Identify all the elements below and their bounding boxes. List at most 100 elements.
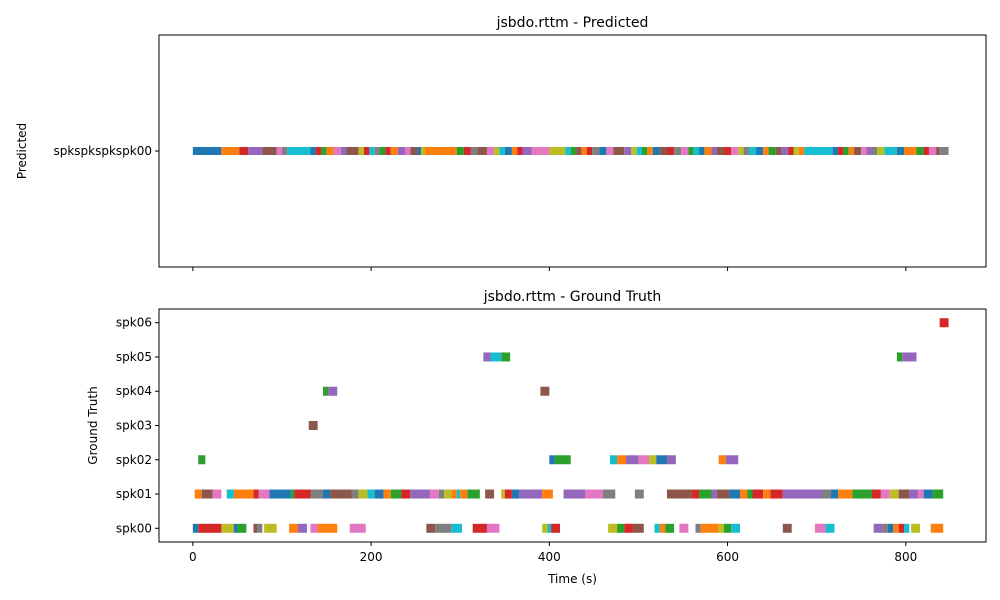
segment-spk01-46 bbox=[194, 489, 202, 499]
segment-spk01-84 bbox=[666, 489, 692, 499]
segment-spk00-36 bbox=[814, 523, 826, 533]
segment-spk00-26 bbox=[654, 523, 660, 533]
y-tick-label: spk03 bbox=[116, 419, 152, 433]
segment-spk01-99 bbox=[852, 489, 872, 499]
segment-spk00-42 bbox=[898, 523, 905, 533]
segment-spkspkspkspk00-74 bbox=[775, 147, 782, 155]
segment-spk05-124 bbox=[483, 352, 491, 362]
segment-spkspkspkspk00-46 bbox=[592, 147, 600, 155]
segment-spk00-43 bbox=[904, 523, 910, 533]
segment-spk02-117 bbox=[666, 455, 676, 465]
segment-spk02-113 bbox=[625, 455, 639, 465]
segment-spk00-20 bbox=[547, 523, 552, 533]
segment-spk05-127 bbox=[896, 352, 903, 362]
segment-spkspkspkspk00-15 bbox=[358, 147, 364, 155]
segment-spkspkspkspk00-57 bbox=[666, 147, 675, 155]
x-tick-label: 200 bbox=[360, 550, 383, 564]
segment-spk01-92 bbox=[752, 489, 764, 499]
segment-spkspkspkspk00-87 bbox=[871, 147, 878, 155]
segment-spk01-68 bbox=[438, 489, 445, 499]
segment-spkspkspkspk00-72 bbox=[763, 147, 769, 155]
segment-spk01-107 bbox=[932, 489, 944, 499]
ground-truth-panel: spk00 spk01 spk02 spk03 spk04 spk05 spk06 0 200… bbox=[86, 289, 987, 586]
segment-spk01-59 bbox=[351, 489, 359, 499]
segment-spkspkspkspk00-68 bbox=[738, 147, 744, 155]
segment-spkspkspkspk00-94 bbox=[928, 147, 937, 155]
segment-spk01-87 bbox=[711, 489, 717, 499]
segment-spk00-28 bbox=[665, 523, 675, 533]
segment-spk00-14 bbox=[426, 523, 436, 533]
segment-spk01-103 bbox=[898, 489, 910, 499]
segment-spk01-101 bbox=[880, 489, 890, 499]
segment-spkspkspkspk00-85 bbox=[861, 147, 867, 155]
segment-spkspkspkspk00-64 bbox=[711, 147, 717, 155]
segment-spkspkspkspk00-88 bbox=[877, 147, 885, 155]
segment-spkspkspkspk00-81 bbox=[838, 147, 844, 155]
segment-spk05-126 bbox=[501, 352, 511, 362]
segment-spkspkspkspk00-43 bbox=[576, 147, 582, 155]
segment-spkspkspkspk00-4 bbox=[262, 147, 277, 155]
segment-spk01-78 bbox=[519, 489, 543, 499]
segment-spkspkspkspk00-2 bbox=[239, 147, 249, 155]
segment-spk01-73 bbox=[467, 489, 480, 499]
segment-spk01-56 bbox=[310, 489, 323, 499]
segment-spkspkspkspk00-38 bbox=[522, 147, 532, 155]
segment-spk01-97 bbox=[830, 489, 839, 499]
ground-truth-x-ticks: 0 200 400 600 800 bbox=[189, 542, 917, 564]
segment-spk02-109 bbox=[549, 455, 555, 465]
segment-spk05-125 bbox=[490, 352, 502, 362]
segment-spk00-35 bbox=[782, 523, 792, 533]
segment-spkspkspkspk00-83 bbox=[848, 147, 855, 155]
segment-spk00-29 bbox=[679, 523, 689, 533]
segment-spkspkspkspk00-63 bbox=[704, 147, 712, 155]
segment-spk00-8 bbox=[289, 523, 299, 533]
segment-spkspkspkspk00-58 bbox=[674, 147, 682, 155]
segment-spk00-7 bbox=[264, 523, 277, 533]
segment-spkspkspkspk00-16 bbox=[363, 147, 370, 155]
segment-spk00-2 bbox=[221, 523, 234, 533]
segment-spkspkspkspk00-13 bbox=[340, 147, 347, 155]
segment-spk01-96 bbox=[822, 489, 831, 499]
segment-spkspkspkspk00-95 bbox=[936, 147, 940, 155]
segment-spkspkspkspk00-55 bbox=[652, 147, 660, 155]
segment-spk00-32 bbox=[718, 523, 724, 533]
segment-spkspkspkspk00-54 bbox=[647, 147, 653, 155]
x-tick-label: 600 bbox=[716, 550, 739, 564]
segment-spk01-91 bbox=[747, 489, 753, 499]
segment-spk00-44 bbox=[911, 523, 921, 533]
segment-spk00-16 bbox=[451, 523, 462, 533]
x-tick-label: 800 bbox=[894, 550, 917, 564]
segment-spkspkspkspk00-5 bbox=[276, 147, 282, 155]
segment-spk01-70 bbox=[451, 489, 457, 499]
segment-spk01-79 bbox=[542, 489, 553, 499]
segment-spkspkspkspk00-0 bbox=[192, 147, 222, 155]
y-tick-label: spk02 bbox=[116, 453, 152, 467]
segment-spkspkspkspk00-90 bbox=[896, 147, 905, 155]
segment-spkspkspkspk00-53 bbox=[642, 147, 648, 155]
segment-spkspkspkspk00-27 bbox=[424, 147, 457, 155]
segment-spkspkspkspk00-77 bbox=[793, 147, 799, 155]
segment-spk01-86 bbox=[699, 489, 712, 499]
segment-spk01-58 bbox=[330, 489, 352, 499]
segment-spk00-30 bbox=[695, 523, 701, 533]
ground-truth-segments bbox=[192, 318, 949, 533]
segment-spkspkspkspk00-10 bbox=[321, 147, 327, 155]
segment-spk01-102 bbox=[889, 489, 899, 499]
segment-spkspkspkspk00-49 bbox=[613, 147, 625, 155]
segment-spk00-4 bbox=[237, 523, 247, 533]
segment-spk01-64 bbox=[390, 489, 402, 499]
segment-spkspkspkspk00-24 bbox=[410, 147, 418, 155]
segment-spk01-82 bbox=[602, 489, 616, 499]
segment-spkspkspkspk00-51 bbox=[631, 147, 637, 155]
segment-spkspkspkspk00-12 bbox=[333, 147, 341, 155]
predicted-panel: spkspkspkspk00 jsbdo.rttm - Predicted Pr… bbox=[15, 15, 987, 271]
segment-spkspkspkspk00-80 bbox=[832, 147, 839, 155]
segment-spk00-0 bbox=[192, 523, 199, 533]
segment-spk01-106 bbox=[923, 489, 933, 499]
segment-spkspkspkspk00-36 bbox=[511, 147, 518, 155]
predicted-y-ticks: spkspkspkspk00 bbox=[53, 144, 159, 158]
segment-spkspkspkspk00-7 bbox=[287, 147, 311, 155]
segment-spk01-93 bbox=[763, 489, 771, 499]
segment-spk01-74 bbox=[485, 489, 495, 499]
predicted-segments bbox=[192, 147, 949, 155]
